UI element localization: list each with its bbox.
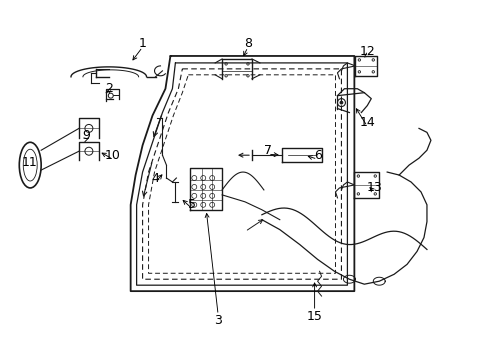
Ellipse shape: [23, 149, 37, 181]
Circle shape: [339, 101, 342, 104]
Text: 10: 10: [104, 149, 121, 162]
Text: 9: 9: [82, 129, 90, 142]
Text: 3: 3: [214, 314, 222, 327]
Text: 2: 2: [104, 82, 112, 95]
Ellipse shape: [108, 93, 113, 98]
Text: 8: 8: [244, 37, 251, 50]
Text: 4: 4: [151, 171, 159, 185]
Text: 12: 12: [359, 45, 374, 58]
Ellipse shape: [19, 142, 41, 188]
Text: 7: 7: [264, 144, 271, 157]
Text: 5: 5: [188, 198, 196, 211]
Text: 13: 13: [366, 181, 381, 194]
Text: 15: 15: [306, 310, 322, 323]
Text: 11: 11: [21, 156, 37, 168]
Text: 6: 6: [313, 149, 321, 162]
Text: 1: 1: [139, 37, 146, 50]
Text: 14: 14: [359, 116, 374, 129]
